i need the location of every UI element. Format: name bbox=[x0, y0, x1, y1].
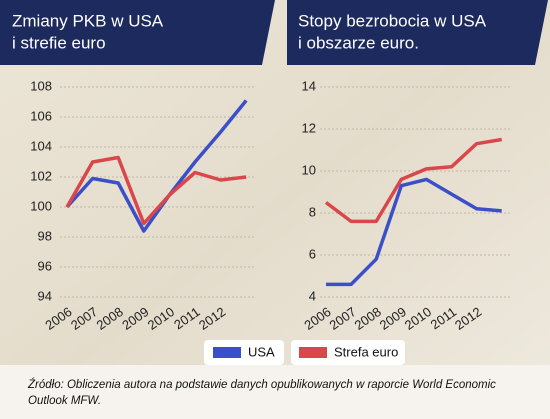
y-tick-label: 14 bbox=[302, 78, 316, 93]
legend-box bbox=[291, 340, 405, 365]
y-tick-label: 98 bbox=[38, 228, 52, 243]
y-tick-label: 102 bbox=[30, 168, 52, 183]
y-tick-label: 100 bbox=[30, 198, 52, 213]
y-tick-label: 108 bbox=[30, 78, 52, 93]
y-tick-label: 106 bbox=[30, 108, 52, 123]
legend-label: USA bbox=[248, 344, 275, 359]
series-line bbox=[65, 155, 247, 226]
source-note: Źródło: Obliczenia autora na podstawie d… bbox=[28, 379, 496, 407]
series-line bbox=[324, 137, 502, 224]
header-box bbox=[0, 0, 275, 65]
y-tick-label: 104 bbox=[30, 138, 52, 153]
y-tick-label: 12 bbox=[302, 120, 316, 135]
chart-title: Stopy bezrobocia w USA bbox=[298, 11, 487, 30]
header-box bbox=[287, 0, 548, 65]
y-tick-label: 8 bbox=[309, 204, 316, 219]
footer-band bbox=[0, 365, 550, 419]
legend-box bbox=[204, 340, 284, 365]
series-line bbox=[326, 177, 502, 287]
y-tick-label: 10 bbox=[302, 162, 316, 177]
y-tick-label: 96 bbox=[38, 258, 52, 273]
series-line bbox=[65, 99, 248, 233]
legend-swatch bbox=[213, 347, 241, 358]
legend-swatch bbox=[299, 347, 327, 358]
chart-title: i strefie euro bbox=[12, 33, 106, 52]
y-tick-label: 94 bbox=[38, 288, 52, 303]
y-tick-label: 6 bbox=[309, 246, 316, 261]
legend-label: Strefa euro bbox=[334, 344, 398, 359]
chart-title: i obszarze euro. bbox=[298, 33, 419, 52]
y-tick-label: 4 bbox=[309, 288, 316, 303]
chart-title: Zmiany PKB w USA bbox=[12, 11, 164, 30]
